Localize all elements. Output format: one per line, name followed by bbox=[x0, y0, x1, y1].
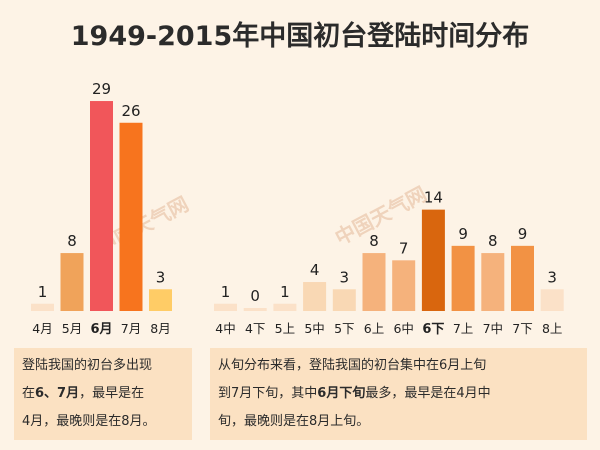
bar-6下 bbox=[421, 209, 445, 311]
value-label-5月: 8 bbox=[67, 232, 77, 250]
value-label-6下: 14 bbox=[424, 189, 443, 207]
category-label-6中: 6中 bbox=[393, 321, 413, 336]
value-label-7上: 9 bbox=[458, 225, 468, 243]
note-right-line3: 旬，最晚则是在8月上旬。 bbox=[218, 414, 370, 429]
bar-5下 bbox=[332, 289, 356, 311]
bar-7月 bbox=[119, 122, 143, 311]
bar-8上 bbox=[540, 289, 564, 311]
note-right: 从旬分布来看，登陆我国的初台集中在6月上旬 到7月下旬，其中6月下旬最多，最早是… bbox=[210, 348, 587, 440]
bar-7上 bbox=[451, 245, 475, 311]
note-left: 登陆我国的初台多出现 在6、7月，最早是在 4月，最晚则是在8月。 bbox=[14, 348, 192, 440]
value-label-6月: 29 bbox=[92, 80, 111, 98]
bar-8月 bbox=[149, 289, 172, 311]
bar-6中 bbox=[392, 260, 416, 311]
chart-title: 1949-2015年中国初台登陆时间分布 bbox=[70, 21, 530, 52]
value-label-6中: 7 bbox=[399, 239, 409, 257]
note-left-line2: 在6、7月，最早是在 bbox=[22, 386, 145, 401]
category-label-7中: 7中 bbox=[483, 321, 503, 336]
category-label-6下: 6下 bbox=[422, 322, 444, 337]
value-label-6上: 8 bbox=[369, 232, 379, 250]
category-label-7下: 7下 bbox=[512, 321, 532, 336]
value-label-7中: 8 bbox=[488, 232, 498, 250]
category-label-8上: 8上 bbox=[542, 321, 562, 336]
bar-5月 bbox=[60, 253, 84, 311]
bar-4中 bbox=[214, 303, 237, 311]
bar-6月 bbox=[90, 101, 113, 311]
category-label-4下: 4下 bbox=[245, 321, 265, 336]
bar-7中 bbox=[481, 253, 505, 311]
category-label-4月: 4月 bbox=[32, 321, 52, 336]
bar-4月 bbox=[31, 303, 54, 311]
category-label-5中: 5中 bbox=[304, 321, 324, 336]
category-label-6月: 6月 bbox=[90, 322, 112, 337]
category-label-6上: 6上 bbox=[364, 321, 384, 336]
value-label-7月: 26 bbox=[121, 102, 140, 120]
category-label-4中: 4中 bbox=[215, 321, 235, 336]
bar-4下 bbox=[243, 308, 267, 311]
value-label-5下: 3 bbox=[340, 268, 350, 286]
note-left-line1: 登陆我国的初台多出现 bbox=[22, 358, 153, 373]
category-label-5上: 5上 bbox=[275, 321, 295, 336]
bar-5中 bbox=[303, 282, 327, 311]
value-label-5上: 1 bbox=[280, 283, 290, 301]
bar-6上 bbox=[362, 253, 386, 311]
bar-5上 bbox=[273, 303, 297, 311]
category-label-7上: 7上 bbox=[453, 321, 473, 336]
note-right-line1: 从旬分布来看，登陆我国的初台集中在6月上旬 bbox=[218, 358, 487, 373]
category-label-8月: 8月 bbox=[150, 321, 170, 336]
value-label-4中: 1 bbox=[221, 283, 231, 301]
note-right-line2: 到7月下旬，其中6月下旬最多，最早是在4月中 bbox=[218, 386, 491, 401]
value-label-8上: 3 bbox=[547, 268, 557, 286]
value-label-7下: 9 bbox=[518, 225, 528, 243]
value-label-5中: 4 bbox=[310, 261, 320, 279]
note-left-line3: 4月，最晚则是在8月。 bbox=[22, 414, 156, 429]
bar-7下 bbox=[511, 245, 534, 311]
category-label-5下: 5下 bbox=[334, 321, 354, 336]
category-label-5月: 5月 bbox=[62, 321, 82, 336]
value-label-4下: 0 bbox=[250, 287, 260, 305]
value-label-4月: 1 bbox=[38, 283, 48, 301]
value-label-8月: 3 bbox=[156, 268, 166, 286]
category-label-7月: 7月 bbox=[121, 321, 141, 336]
